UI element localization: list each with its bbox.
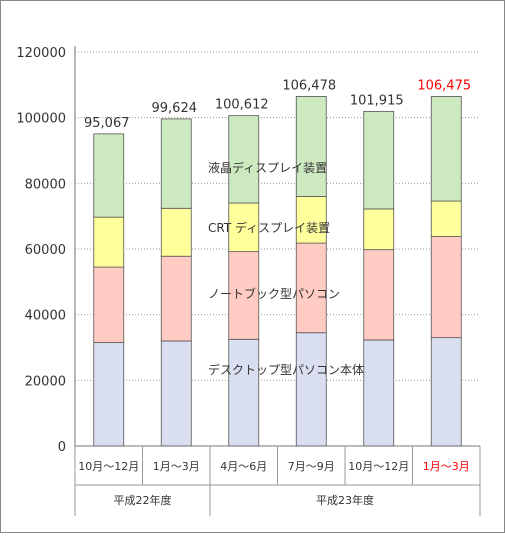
y-tick-label: 100000 — [16, 112, 66, 127]
bar-segment — [93, 216, 125, 268]
bar-segment — [430, 96, 462, 202]
bar-segment — [93, 342, 125, 447]
bar-total-label: 106,478 — [282, 78, 336, 93]
bar-segment — [430, 236, 462, 339]
bar-segment — [295, 95, 327, 197]
x-category-label: 4月～6月 — [220, 460, 267, 473]
y-tick-label: 40000 — [25, 309, 66, 324]
fiscal-year-group-label: 平成23年度 — [316, 493, 374, 507]
fiscal-year-group-label: 平成22年度 — [114, 493, 172, 507]
bar-segment — [295, 242, 327, 334]
bar-segment — [363, 339, 395, 447]
bar-segment — [93, 266, 125, 343]
bar-segment — [160, 118, 192, 209]
series-label: デスクトップ型パソコン本体 — [208, 362, 364, 377]
bar-segment — [295, 332, 327, 447]
bar-segment — [160, 207, 192, 257]
y-tick-label: 60000 — [25, 243, 66, 258]
bar-segment — [295, 196, 327, 244]
bar-total-label: 100,612 — [215, 98, 269, 113]
x-category-label: 1月～3月 — [423, 460, 470, 473]
bar-segment — [228, 202, 260, 253]
x-category-label: 10月～12月 — [78, 460, 139, 473]
grid-lines — [74, 46, 481, 516]
x-category-label: 10月～12月 — [348, 460, 409, 473]
bar-total-label: 106,475 — [417, 78, 471, 93]
x-category-label: 7月～9月 — [288, 460, 335, 473]
bar-segment — [430, 337, 462, 447]
bar-segment — [430, 200, 462, 237]
bar-total-label: 99,624 — [152, 101, 198, 116]
y-tick-label: 20000 — [25, 374, 66, 389]
labels: 0 20000 40000 60000 80000 100000 120000 95,067 9… — [16, 46, 471, 507]
bar-total-label: 95,067 — [84, 116, 130, 131]
bar-segment — [93, 133, 125, 218]
bar-segment — [363, 249, 395, 341]
bar-segment — [228, 251, 260, 340]
bar-segment — [160, 255, 192, 342]
bar-total-label: 101,915 — [350, 93, 404, 108]
series-label: 液晶ディスプレイ装置 — [208, 160, 327, 175]
bar-segment — [228, 115, 260, 204]
bars — [93, 95, 462, 447]
bar-segment — [363, 208, 395, 251]
bar-segment — [363, 110, 395, 210]
y-tick-label: 0 — [58, 440, 66, 455]
series-label: CRT ディスプレイ装置 — [208, 220, 330, 235]
y-tick-label: 120000 — [16, 46, 66, 61]
y-tick-label: 80000 — [25, 177, 66, 192]
bar-segment — [160, 340, 192, 447]
x-category-label: 1月～3月 — [153, 460, 200, 473]
series-label: ノートブック型パソコン — [208, 286, 340, 301]
bar-segment — [228, 338, 260, 447]
